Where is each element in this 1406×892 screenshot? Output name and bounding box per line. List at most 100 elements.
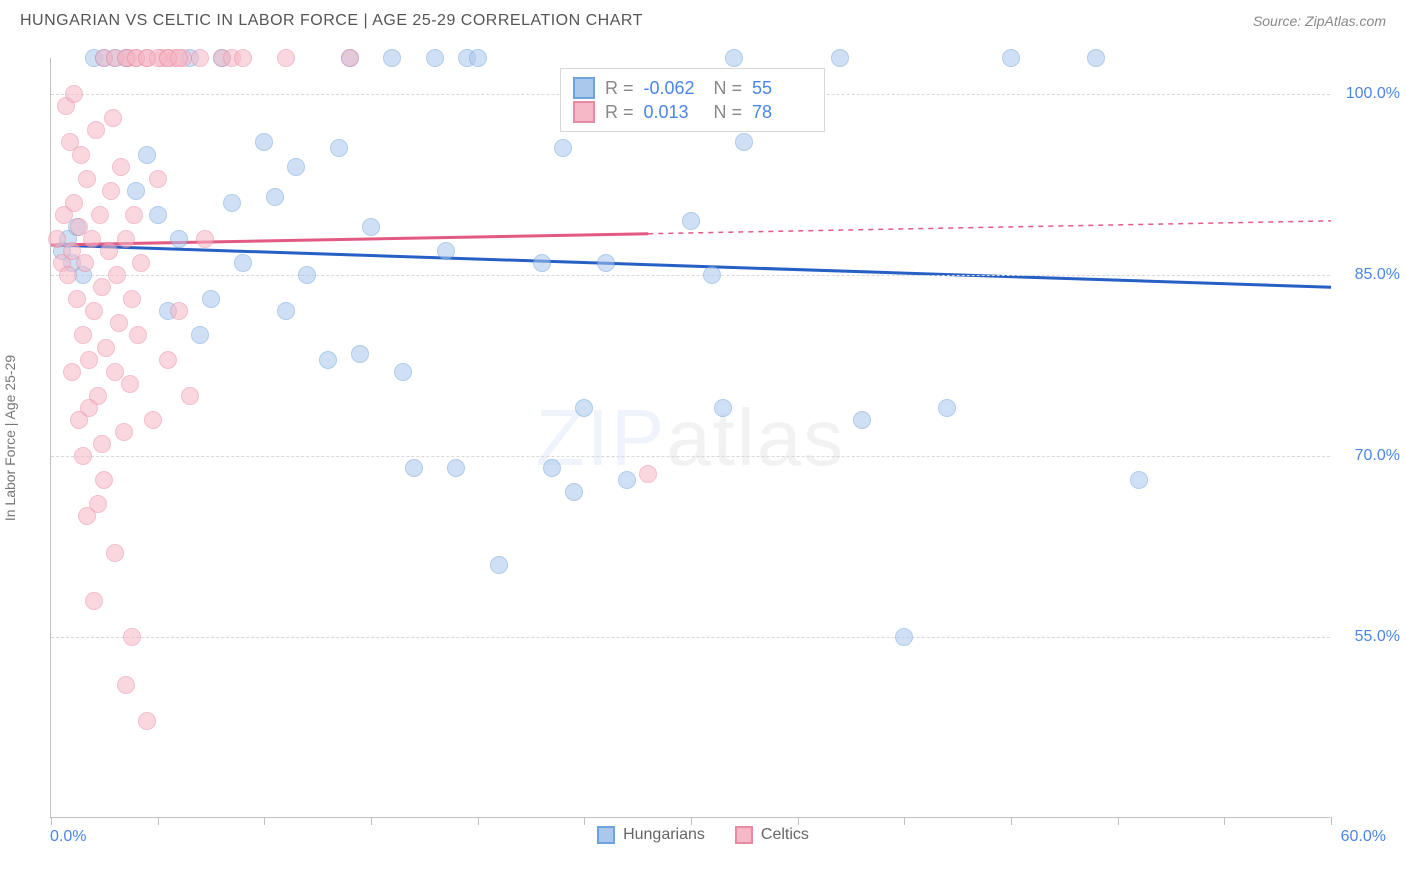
marker-hungarians — [575, 399, 593, 417]
marker-hungarians — [277, 302, 295, 320]
source-label: Source: ZipAtlas.com — [1253, 13, 1386, 29]
marker-celtics — [91, 206, 109, 224]
marker-hungarians — [1087, 49, 1105, 67]
marker-celtics — [196, 230, 214, 248]
trendline-dashed — [648, 221, 1331, 234]
marker-celtics — [80, 351, 98, 369]
stats-row: R = 0.013 N = 78 — [573, 101, 812, 123]
x-tick — [1011, 817, 1012, 825]
marker-hungarians — [895, 628, 913, 646]
marker-celtics — [639, 465, 657, 483]
marker-hungarians — [853, 411, 871, 429]
marker-celtics — [78, 170, 96, 188]
stats-n-value: 78 — [752, 102, 812, 123]
marker-hungarians — [287, 158, 305, 176]
y-tick-label: 100.0% — [1340, 85, 1400, 103]
marker-celtics — [93, 435, 111, 453]
marker-hungarians — [735, 133, 753, 151]
marker-celtics — [48, 230, 66, 248]
stats-n-value: 55 — [752, 78, 812, 99]
x-tick — [584, 817, 585, 825]
grid-line — [51, 456, 1330, 457]
stats-row: R =-0.062N =55 — [573, 77, 812, 99]
marker-hungarians — [597, 254, 615, 272]
marker-celtics — [65, 194, 83, 212]
marker-celtics — [121, 375, 139, 393]
marker-celtics — [83, 230, 101, 248]
stats-legend: R =-0.062N =55R =0.013N =78 — [560, 68, 825, 132]
x-tick — [691, 817, 692, 825]
marker-hungarians — [223, 194, 241, 212]
x-tick — [371, 817, 372, 825]
marker-hungarians — [149, 206, 167, 224]
legend-label: Celtics — [761, 826, 809, 844]
marker-hungarians — [266, 188, 284, 206]
marker-hungarians — [469, 49, 487, 67]
marker-celtics — [78, 507, 96, 525]
marker-celtics — [76, 254, 94, 272]
marker-celtics — [61, 133, 79, 151]
y-axis-label: In Labor Force | Age 25-29 — [2, 355, 18, 521]
x-tick — [904, 817, 905, 825]
marker-celtics — [102, 182, 120, 200]
marker-hungarians — [362, 218, 380, 236]
marker-hungarians — [703, 266, 721, 284]
marker-hungarians — [1130, 471, 1148, 489]
marker-celtics — [149, 170, 167, 188]
watermark-thin: atlas — [666, 393, 845, 482]
x-tick — [264, 817, 265, 825]
marker-hungarians — [234, 254, 252, 272]
x-tick — [1331, 817, 1332, 825]
marker-hungarians — [191, 326, 209, 344]
marker-celtics — [95, 471, 113, 489]
x-tick — [51, 817, 52, 825]
marker-celtics — [170, 302, 188, 320]
marker-celtics — [74, 447, 92, 465]
trendlines-svg — [51, 58, 1331, 818]
marker-celtics — [100, 242, 118, 260]
marker-hungarians — [554, 139, 572, 157]
y-tick-label: 85.0% — [1340, 266, 1400, 284]
marker-hungarians — [202, 290, 220, 308]
marker-celtics — [341, 49, 359, 67]
stats-r-value: 0.013 — [644, 102, 704, 123]
marker-hungarians — [383, 49, 401, 67]
marker-celtics — [123, 628, 141, 646]
marker-hungarians — [1002, 49, 1020, 67]
legend-item: Hungarians — [597, 826, 705, 844]
legend-item: Celtics — [735, 826, 809, 844]
marker-celtics — [234, 49, 252, 67]
marker-hungarians — [138, 146, 156, 164]
marker-celtics — [144, 411, 162, 429]
marker-hungarians — [319, 351, 337, 369]
y-tick-label: 70.0% — [1340, 447, 1400, 465]
marker-celtics — [70, 411, 88, 429]
marker-hungarians — [405, 459, 423, 477]
marker-hungarians — [938, 399, 956, 417]
legend-swatch — [573, 101, 595, 123]
marker-celtics — [85, 302, 103, 320]
x-tick — [798, 817, 799, 825]
stats-r-label: R = — [605, 102, 634, 123]
x-tick — [1118, 817, 1119, 825]
stats-n-label: N = — [714, 78, 743, 99]
marker-hungarians — [298, 266, 316, 284]
marker-celtics — [97, 339, 115, 357]
marker-hungarians — [533, 254, 551, 272]
marker-celtics — [65, 85, 83, 103]
grid-line — [51, 275, 1330, 276]
legend-swatch — [735, 826, 753, 844]
marker-hungarians — [426, 49, 444, 67]
marker-celtics — [110, 314, 128, 332]
marker-celtics — [63, 363, 81, 381]
stats-n-label: N = — [714, 102, 743, 123]
marker-celtics — [93, 278, 111, 296]
marker-celtics — [170, 49, 188, 67]
marker-celtics — [115, 423, 133, 441]
marker-hungarians — [447, 459, 465, 477]
marker-celtics — [125, 206, 143, 224]
marker-celtics — [181, 387, 199, 405]
legend-swatch — [597, 826, 615, 844]
marker-celtics — [59, 266, 77, 284]
marker-celtics — [117, 676, 135, 694]
